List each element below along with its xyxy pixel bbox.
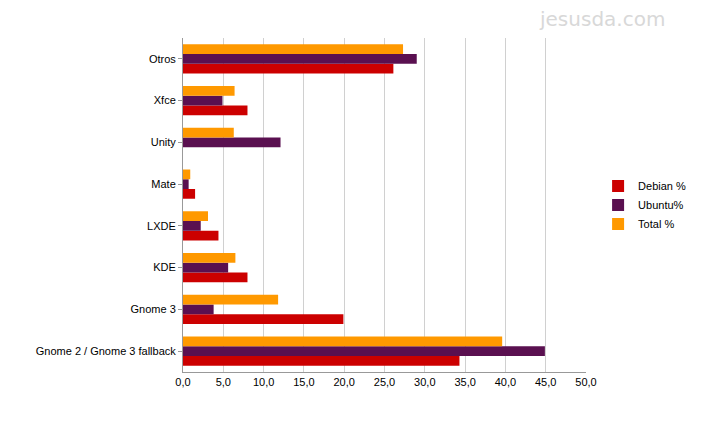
svg-text:30,0: 30,0 [414,376,435,388]
svg-text:45,0: 45,0 [535,376,556,388]
svg-text:Unity: Unity [151,136,177,148]
svg-text:Xfce: Xfce [154,94,176,106]
svg-text:KDE: KDE [153,261,176,273]
svg-text:40,0: 40,0 [495,376,516,388]
svg-text:Ubuntu%: Ubuntu% [638,199,683,211]
svg-text:jesusda.com: jesusda.com [539,7,665,31]
svg-text:Gnome 2 / Gnome 3 fallback: Gnome 2 / Gnome 3 fallback [36,345,177,357]
svg-text:15,0: 15,0 [293,376,314,388]
svg-text:35,0: 35,0 [454,376,475,388]
svg-text:Otros: Otros [149,53,176,65]
svg-text:Debian %: Debian % [638,180,686,192]
svg-text:Total %: Total % [638,218,674,230]
svg-text:Mate: Mate [151,178,175,190]
svg-text:5,0: 5,0 [216,376,231,388]
svg-text:25,0: 25,0 [374,376,395,388]
svg-text:20,0: 20,0 [333,376,354,388]
svg-text:50,0: 50,0 [575,376,596,388]
svg-text:0,0: 0,0 [175,376,190,388]
svg-text:LXDE: LXDE [147,220,176,232]
svg-text:Gnome 3: Gnome 3 [131,303,176,315]
svg-text:10,0: 10,0 [253,376,274,388]
